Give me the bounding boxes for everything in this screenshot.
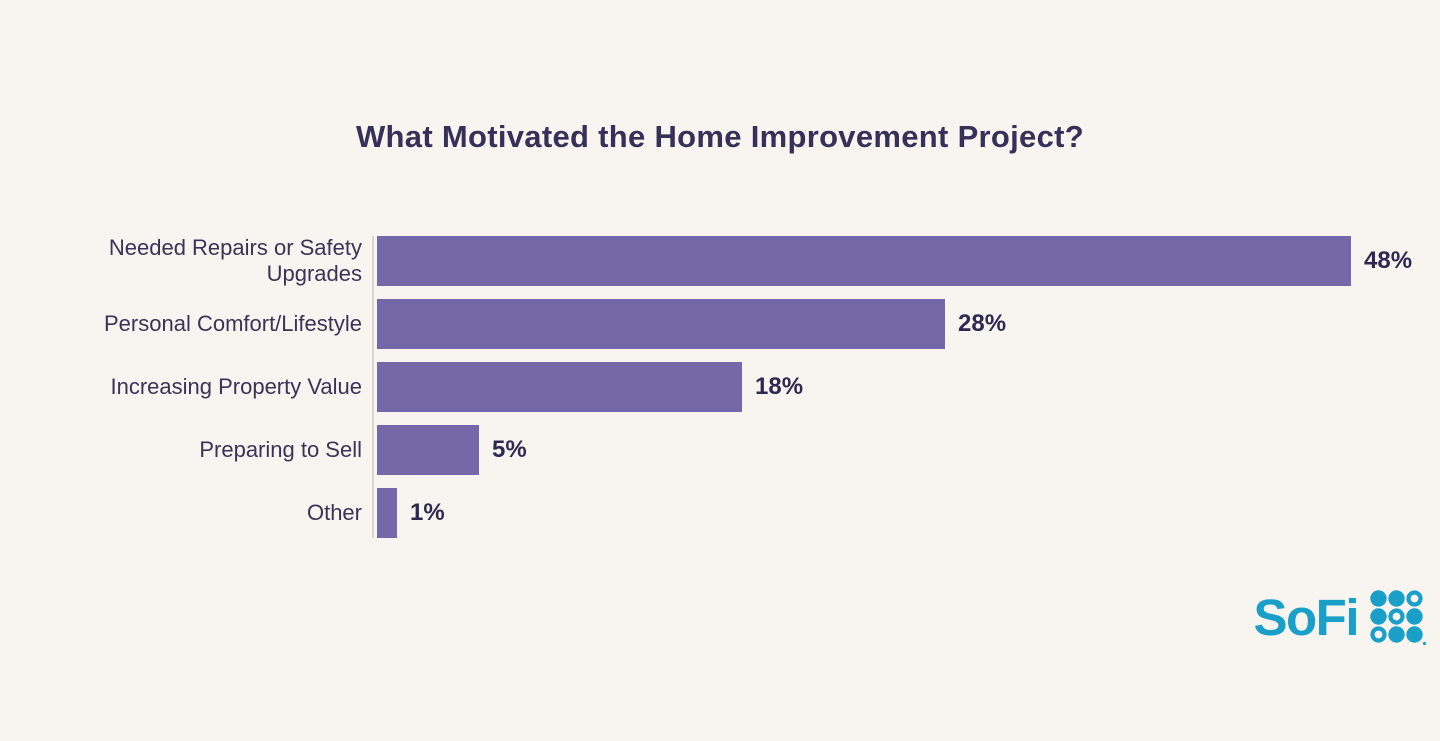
value-label: 48% bbox=[1364, 247, 1413, 274]
chart-row: Other 1% bbox=[0, 488, 1440, 538]
bar-area: 28% bbox=[362, 299, 1006, 349]
logo-dot-filled bbox=[1388, 626, 1405, 643]
chart-row: Increasing Property Value 18% bbox=[0, 362, 1440, 412]
logo-dot-filled bbox=[1388, 590, 1405, 607]
bar-chart: Needed Repairs or Safety Upgrades 48% Pers… bbox=[0, 235, 1440, 538]
value-label: 5% bbox=[492, 436, 527, 463]
bar-area: 18% bbox=[362, 362, 803, 412]
bar bbox=[377, 488, 397, 538]
y-axis-line bbox=[372, 236, 374, 538]
logo-dot-filled bbox=[1370, 590, 1387, 607]
logo-trademark-dot bbox=[1422, 641, 1426, 646]
bar bbox=[377, 299, 945, 349]
chart-row: Personal Comfort/Lifestyle 28% bbox=[0, 299, 1440, 349]
sofi-logo-text: SoFi bbox=[1253, 589, 1360, 646]
bar-area: 5% bbox=[362, 425, 527, 475]
bar bbox=[377, 362, 742, 412]
logo-dot-hollow bbox=[1370, 626, 1387, 643]
category-label: Other bbox=[306, 500, 362, 526]
sofi-logo: SoFi bbox=[1253, 589, 1426, 646]
bar-area: 48% bbox=[362, 236, 1412, 286]
value-label: 18% bbox=[755, 373, 804, 400]
value-label: 28% bbox=[958, 310, 1007, 337]
sofi-dot-grid-icon bbox=[1370, 590, 1426, 646]
category-label: Personal Comfort/Lifestyle bbox=[104, 311, 362, 337]
logo-dot-filled bbox=[1406, 608, 1423, 625]
chart-row: Preparing to Sell 5% bbox=[0, 425, 1440, 475]
category-label: Preparing to Sell bbox=[199, 437, 362, 463]
logo-dot-filled bbox=[1370, 608, 1387, 625]
category-label: Needed Repairs or Safety Upgrades bbox=[108, 235, 362, 286]
bar-area: 1% bbox=[362, 488, 445, 538]
value-label: 1% bbox=[410, 499, 445, 526]
chart-title: What Motivated the Home Improvement Proj… bbox=[355, 119, 1085, 154]
chart-row: Needed Repairs or Safety Upgrades 48% bbox=[0, 235, 1440, 286]
bar bbox=[377, 236, 1351, 286]
logo-dot-filled bbox=[1406, 626, 1423, 643]
chart-rows: Needed Repairs or Safety Upgrades 48% Pers… bbox=[0, 235, 1440, 538]
logo-dot-hollow bbox=[1406, 590, 1423, 607]
bar bbox=[377, 425, 479, 475]
logo-dot-hollow bbox=[1388, 608, 1405, 625]
category-label: Increasing Property Value bbox=[110, 374, 362, 400]
